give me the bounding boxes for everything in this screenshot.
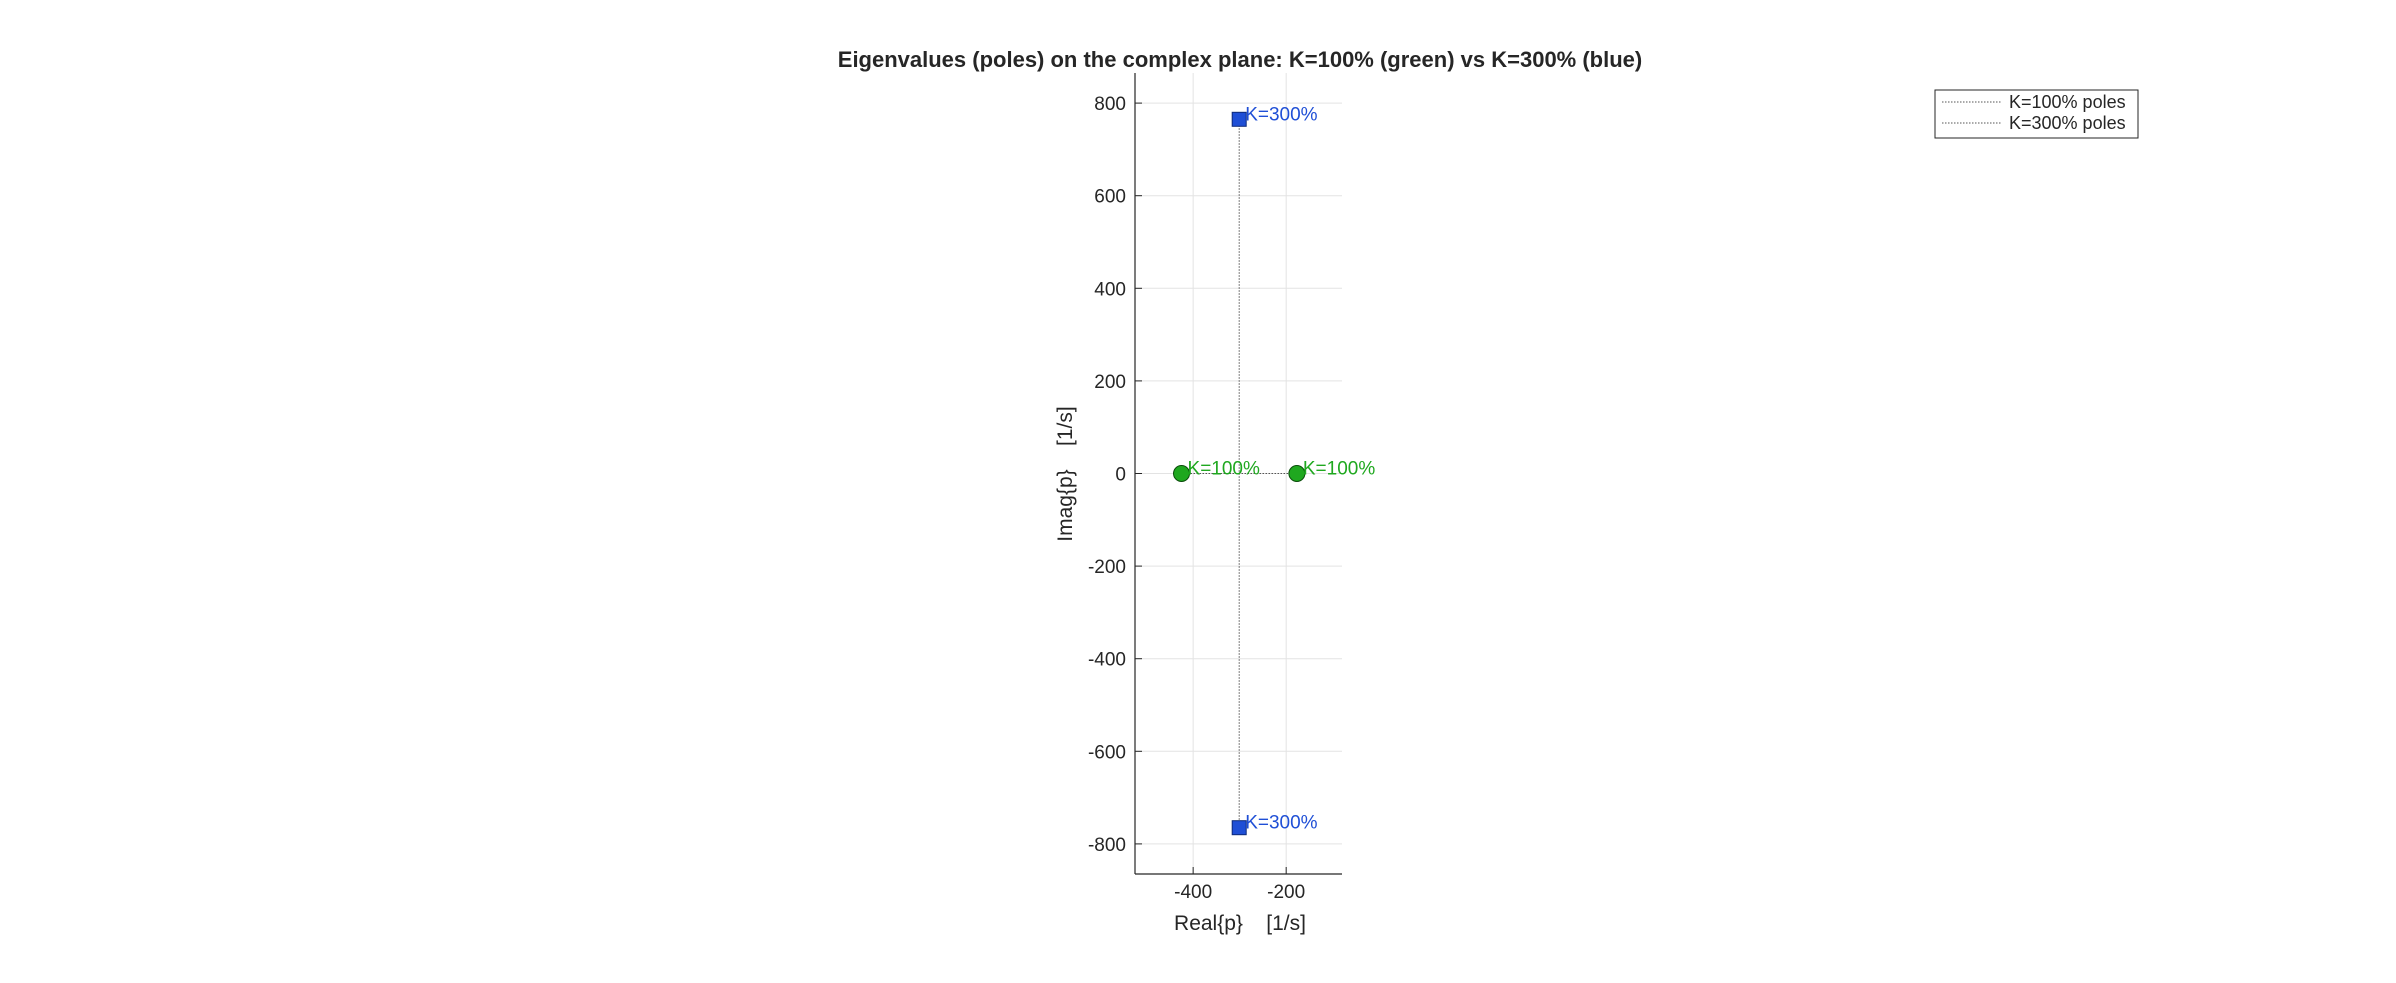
y-tick-label: 200 <box>1094 372 1126 393</box>
y-tick-label: -200 <box>1088 557 1126 578</box>
pole-label: K=300% <box>1245 813 1317 834</box>
plot-area: -800 -600 -400 -200 0 200 400 600 800 -400 -200 K=… <box>1088 73 1375 903</box>
x-tick-label: -400 <box>1174 882 1212 903</box>
legend-box <box>1934 89 2139 139</box>
pole-marker-square <box>1231 820 1247 836</box>
pole-marker-circle <box>1173 465 1191 482</box>
pole-markers <box>1173 111 1306 836</box>
pole-marker-circle <box>1288 465 1306 482</box>
pole-label: K=100% <box>1188 459 1260 480</box>
y-tick-label: -800 <box>1088 835 1126 856</box>
pole-marker-square <box>1231 111 1247 127</box>
legend-label-k300: K=300% poles <box>2009 113 2126 133</box>
tick-labels: -800 -600 -400 -200 0 200 400 600 800 -400 -200 <box>1088 94 1305 903</box>
legend: K=100% poles K=300% poles <box>1934 89 2139 139</box>
y-tick-label: 400 <box>1094 279 1126 300</box>
y-tick-label: 0 <box>1115 465 1126 486</box>
x-axis-label: Real{p} [1/s] <box>1174 912 1306 935</box>
axes <box>1134 73 1342 875</box>
x-tick-label: -200 <box>1267 882 1305 903</box>
chart-title: Eigenvalues (poles) on the complex plane… <box>838 47 1642 72</box>
y-tick-label: -600 <box>1088 742 1126 763</box>
y-tick-label: 800 <box>1094 94 1126 115</box>
legend-label-k100: K=100% poles <box>2009 92 2126 112</box>
series-lines <box>1181 119 1297 828</box>
grid-lines <box>1135 73 1342 874</box>
pole-label: K=300% <box>1245 104 1317 125</box>
pole-label: K=100% <box>1303 459 1375 480</box>
point-labels: K=100% K=100% K=300% K=300% <box>1188 104 1376 833</box>
y-tick-label: 600 <box>1094 187 1126 208</box>
y-axis-label: Imag{p} [1/s] <box>1054 406 1077 541</box>
y-tick-label: -400 <box>1088 650 1126 671</box>
